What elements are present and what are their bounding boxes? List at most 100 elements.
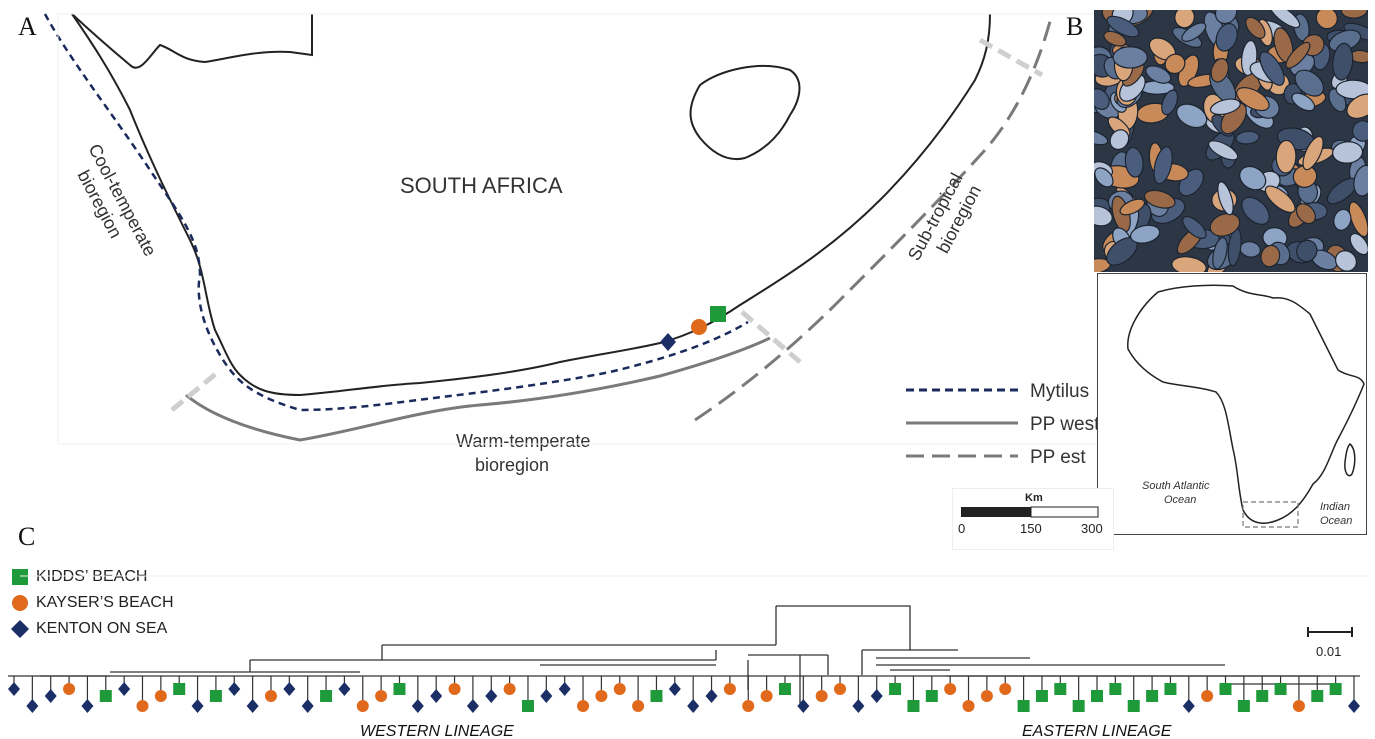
tip-circle: [742, 700, 755, 712]
mussel-shell: [1176, 103, 1208, 129]
tip-diamond: [8, 682, 20, 696]
scale-tick-150: 150: [1020, 521, 1042, 536]
tip-square: [1091, 690, 1104, 702]
tip-circle: [723, 683, 736, 695]
mussel-shell: [1164, 53, 1186, 75]
mussel-shell: [1094, 205, 1113, 227]
tip-diamond: [668, 682, 681, 696]
scale-unit: Km: [1025, 492, 1043, 504]
mid-clade-branch: [500, 650, 829, 705]
mussel-shell: [1214, 10, 1238, 25]
scale-bar-graphic: Km 0 150 300: [958, 492, 1103, 536]
mussel-shell: [1153, 146, 1173, 185]
site-marker-kidds-beach: [710, 306, 726, 322]
tip-square: [521, 700, 534, 712]
mussel-shell: [1333, 208, 1352, 231]
eastern-lineage-label: EASTERN LINEAGE: [1022, 723, 1172, 739]
tip-circle: [1292, 700, 1305, 712]
mussel-shell: [1264, 185, 1296, 214]
mussel-shell: [1292, 164, 1318, 188]
mussel-shell: [1217, 181, 1234, 216]
tree-legend-kenton: KENTON ON SEA: [10, 619, 167, 639]
mussel-shell: [1349, 233, 1368, 256]
mussel-shell: [1291, 92, 1316, 112]
mytilus-range: [43, 13, 749, 412]
mussel-shell: [1145, 65, 1172, 84]
tip-circle: [63, 683, 76, 695]
mussel-shell: [1340, 10, 1368, 19]
tip-circle: [962, 700, 975, 712]
tip-circle: [815, 690, 828, 702]
mussel-shell: [1275, 139, 1297, 174]
mussel-shell: [1109, 129, 1130, 151]
pp-west-range: [185, 336, 771, 442]
inset-region-box: [1242, 501, 1299, 528]
tip-square: [1219, 683, 1232, 695]
mussel-shell: [1124, 146, 1144, 178]
mussel-shell: [1174, 10, 1195, 29]
scale-tick-300: 300: [1081, 521, 1103, 536]
mussel-shell: [1119, 198, 1146, 216]
tree-scale-label: 0.01: [1316, 644, 1341, 659]
mussel-shell: [1346, 93, 1368, 120]
tip-square: [1329, 683, 1342, 695]
mussel-shell: [1302, 135, 1324, 171]
tip-square: [1035, 690, 1048, 702]
tip-square: [393, 683, 406, 695]
mussel-shell: [1208, 140, 1239, 161]
map-legend: Mytilus PP west PP est: [906, 381, 1100, 468]
tip-diamond: [540, 689, 553, 703]
tip-diamond: [301, 699, 314, 713]
pp-east-range: [694, 13, 1054, 422]
tip-circle: [356, 700, 369, 712]
tip-diamond: [118, 682, 131, 696]
tip-diamond: [26, 699, 39, 713]
circle-icon: [12, 595, 28, 611]
mussel-shell: [1260, 244, 1281, 268]
tip-diamond: [81, 699, 94, 713]
mussel-shell: [1209, 212, 1241, 237]
legend-label-mytilus: Mytilus: [1030, 381, 1089, 402]
coastline: [71, 13, 991, 397]
tip-square: [173, 683, 186, 695]
mussel-shell: [1296, 239, 1318, 263]
tree-tips: [8, 676, 1360, 713]
mussel-shell: [1236, 87, 1270, 112]
tip-square: [778, 683, 791, 695]
tree-branches: [8, 605, 1360, 705]
panel-label-a: A: [18, 12, 37, 41]
mussel-shell: [1285, 41, 1311, 69]
mussel-bed-image: [1094, 10, 1368, 272]
mussel-shell: [1094, 88, 1110, 110]
tip-square: [1146, 690, 1159, 702]
tree-legend-label: KAYSER’S BEACH: [36, 594, 174, 611]
mussel-shell: [1294, 69, 1325, 97]
tip-square: [1311, 690, 1324, 702]
lesotho-border: [689, 64, 801, 161]
site-marker-kenton-on-sea: [660, 333, 676, 351]
tip-square: [99, 690, 112, 702]
bioregion-boundary-west: [170, 370, 220, 412]
tip-circle: [944, 683, 957, 695]
tip-diamond: [1182, 699, 1195, 713]
mussel-shell: [1103, 30, 1127, 47]
tip-diamond: [705, 689, 718, 703]
western-lineage-label: WESTERN LINEAGE: [360, 723, 514, 739]
tree-legend-kaysers: KAYSER’S BEACH: [12, 594, 174, 612]
tip-diamond: [283, 682, 296, 696]
tip-circle: [154, 690, 167, 702]
mussel-shell: [1241, 196, 1270, 225]
tip-square: [925, 690, 938, 702]
mussel-shell: [1106, 15, 1140, 38]
panel-label-c: C: [18, 522, 36, 551]
tip-diamond: [228, 682, 241, 696]
tip-circle: [999, 683, 1012, 695]
tip-diamond: [411, 699, 424, 713]
mussel-shell: [1239, 165, 1267, 191]
tip-diamond: [852, 699, 865, 713]
mussel-shell: [1161, 89, 1179, 116]
tip-diamond: [1348, 699, 1360, 713]
tip-circle: [632, 700, 645, 712]
